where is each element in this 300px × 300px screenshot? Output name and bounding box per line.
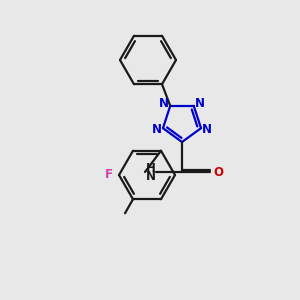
Text: F: F bbox=[105, 169, 113, 182]
Text: N: N bbox=[159, 97, 169, 110]
Text: N: N bbox=[152, 123, 162, 136]
Text: N: N bbox=[202, 123, 212, 136]
Text: H: H bbox=[146, 161, 156, 175]
Text: N: N bbox=[195, 97, 205, 110]
Text: O: O bbox=[213, 166, 223, 178]
Text: N: N bbox=[146, 170, 156, 184]
